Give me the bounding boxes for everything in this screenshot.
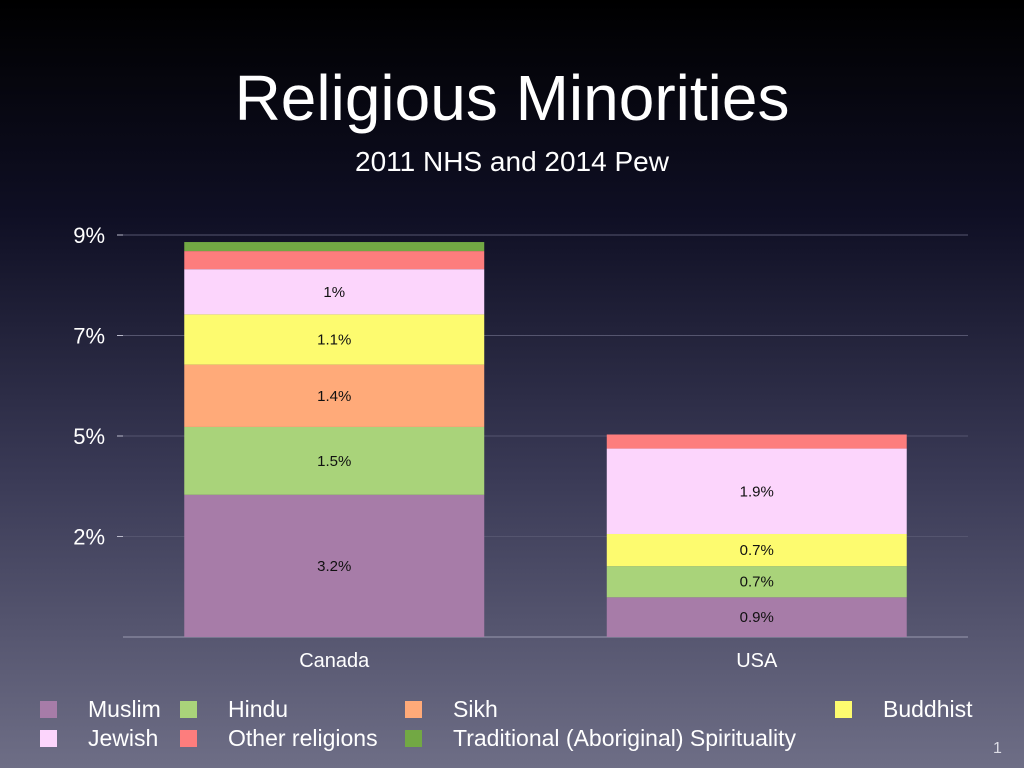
data-label: 1.5%: [317, 453, 351, 470]
legend-swatch: [40, 701, 57, 718]
y-tick-label: 9%: [73, 223, 105, 248]
bar-segment-usa-other-religions: [606, 434, 907, 449]
legend-swatch: [405, 730, 422, 747]
legend-label: Muslim: [88, 696, 161, 722]
legend-label: Buddhist: [883, 696, 973, 722]
bar-segment-canada-hindu: [184, 426, 485, 495]
y-tick-label: 2%: [73, 525, 105, 550]
data-label: 1.9%: [740, 483, 774, 500]
data-label: 0.7%: [740, 574, 774, 591]
legend-swatch: [835, 701, 852, 718]
x-category-label: USA: [736, 650, 778, 672]
legend-label: Sikh: [453, 696, 498, 722]
data-label: 0.9%: [740, 609, 774, 626]
legend-swatch: [40, 730, 57, 747]
data-label: 1.4%: [317, 388, 351, 405]
legend-swatch: [180, 701, 197, 718]
legend-swatch: [180, 730, 197, 747]
legend-label: Other religions: [228, 725, 378, 751]
bar-segment-canada-sikh: [184, 364, 485, 427]
bar-segment-canada-traditional-aboriginal-spirituality: [184, 242, 485, 252]
bar-segment-canada-muslim: [184, 494, 485, 637]
data-label: 0.7%: [740, 542, 774, 559]
y-tick-label: 7%: [73, 324, 105, 349]
legend-swatch: [405, 701, 422, 718]
legend-label: Traditional (Aboriginal) Spirituality: [453, 725, 797, 751]
legend-label: Hindu: [228, 696, 289, 722]
data-label: 1.1%: [317, 332, 351, 349]
data-label: 3.2%: [317, 558, 351, 575]
x-category-label: Canada: [299, 650, 370, 672]
slide-subtitle: 2011 NHS and 2014 Pew: [355, 146, 669, 177]
slide-title: Religious Minorities: [234, 62, 790, 134]
data-label: 1%: [323, 284, 345, 301]
bar-segment-canada-other-religions: [184, 251, 485, 270]
bar-segment-usa-jewish: [606, 448, 907, 534]
bar-segment-canada-buddhist: [184, 314, 485, 365]
bar-segment-usa-hindu: [606, 566, 907, 598]
page-number: 1: [993, 740, 1002, 757]
legend-label: Jewish: [88, 725, 159, 751]
bar-segment-canada-jewish: [184, 269, 485, 315]
bar-segment-usa-muslim: [606, 597, 907, 637]
bar-segment-usa-buddhist: [606, 533, 907, 567]
y-tick-label: 5%: [73, 424, 105, 449]
